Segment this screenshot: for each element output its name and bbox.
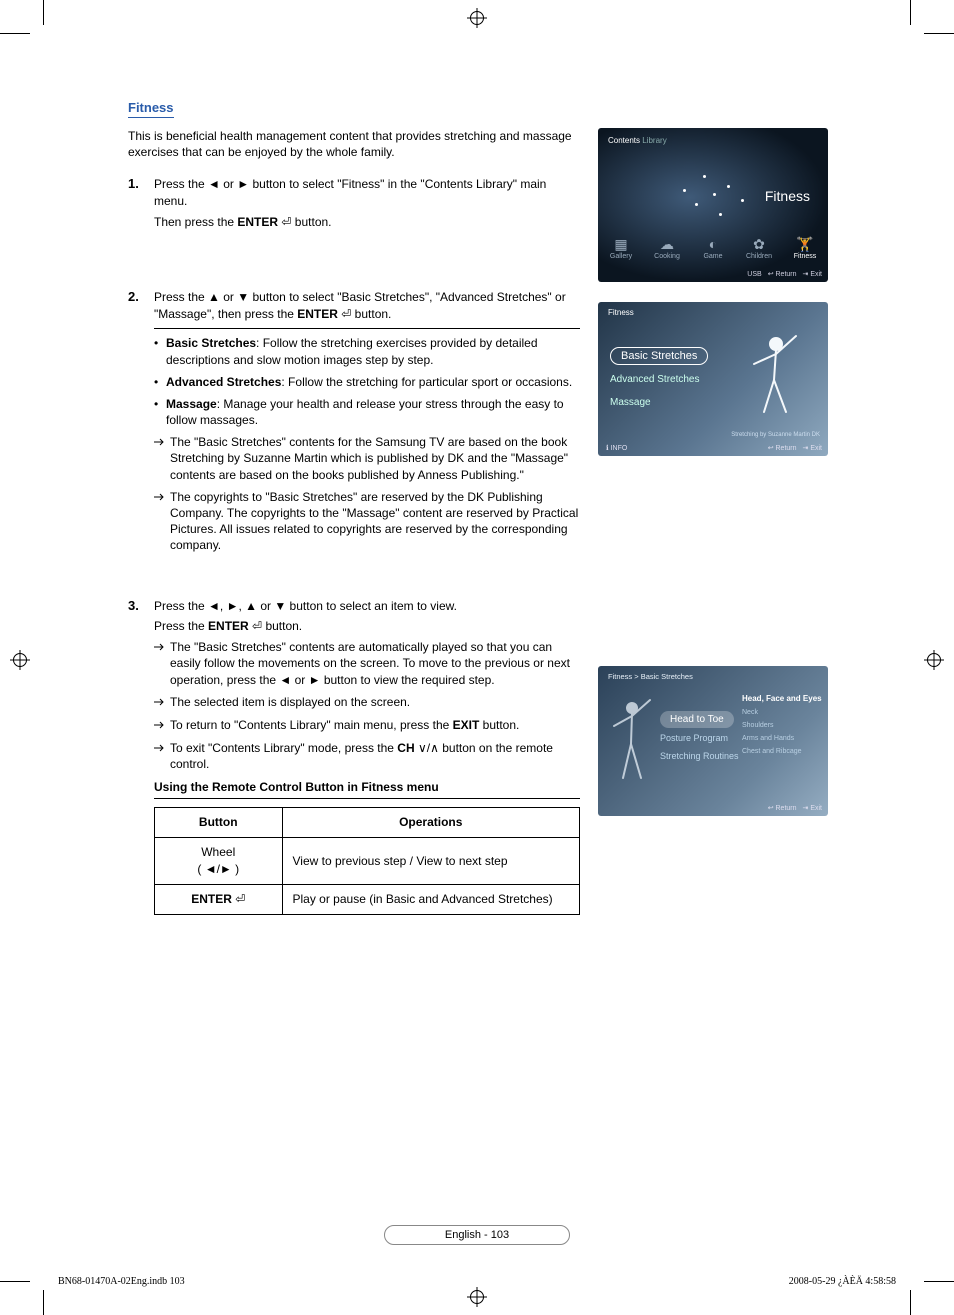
menu-item: Stretching Routines <box>660 751 739 761</box>
children-icon: ✿Children <box>742 235 776 260</box>
screenshot-contents-library: Contents Library Fitness ▦Gallery ☁Cooki… <box>598 128 828 282</box>
table-cell: Play or pause (in Basic and Advanced Str… <box>282 884 580 914</box>
screenshot-basic-stretches: Fitness > Basic Stretches Head to Toe Po… <box>598 666 828 816</box>
remote-buttons-table: Button Operations Wheel( ◄/► ) View to p… <box>154 807 580 914</box>
step-number: 1. <box>128 176 154 234</box>
stretching-figure <box>744 330 804 420</box>
note-item: To exit "Contents Library" mode, press t… <box>154 740 580 772</box>
enter-icon: ⏎ <box>281 215 291 229</box>
screen-title: Fitness <box>608 308 634 317</box>
step-3-line-2: Press the ENTER ⏎ button. <box>154 618 580 635</box>
credit-text: Stretching by Suzanne Martin DK <box>731 432 820 438</box>
menu-item-selected: Head to Toe <box>660 714 739 725</box>
note-icon <box>154 642 166 652</box>
list-item: Neck <box>742 709 822 716</box>
step-1-line-1: Press the ◄ or ► button to select "Fitne… <box>154 176 580 210</box>
crop-mark <box>0 1281 30 1282</box>
table-cell: View to previous step / View to next ste… <box>282 838 580 885</box>
cooking-icon: ☁Cooking <box>650 235 684 260</box>
step-1: 1. Press the ◄ or ► button to select "Fi… <box>128 176 580 234</box>
enter-icon: ⏎ <box>252 619 262 633</box>
note-icon <box>154 492 166 502</box>
main-text-column: This is beneficial health management con… <box>128 128 580 929</box>
note-item: The "Basic Stretches" contents for the S… <box>154 434 580 483</box>
screen-footer: ↩ Return⇥ Exit <box>762 804 822 812</box>
registration-mark <box>10 650 30 670</box>
print-filename: BN68-01470A-02Eng.indb 103 <box>58 1276 185 1287</box>
step-3: 3. Press the ◄, ►, ▲ or ▼ button to sele… <box>128 598 580 915</box>
crop-mark <box>910 1290 911 1315</box>
table-heading: Using the Remote Control Button in Fitne… <box>154 779 580 800</box>
breadcrumb: Fitness > Basic Stretches <box>608 672 693 681</box>
note-icon <box>154 697 166 707</box>
note-icon <box>154 743 166 753</box>
note-icon <box>154 437 166 447</box>
menu-item: Advanced Stretches <box>610 374 708 385</box>
crop-mark <box>910 0 911 25</box>
registration-mark <box>467 1287 487 1307</box>
category-icons-row: ▦Gallery ☁Cooking ◐Game ✿Children 🏋Fitne… <box>598 235 828 260</box>
print-metadata: BN68-01470A-02Eng.indb 103 2008-05-29 ¿À… <box>58 1276 896 1287</box>
program-menu: Head to Toe Posture Program Stretching R… <box>660 714 739 769</box>
screen-title: Contents Library <box>608 136 667 145</box>
list-item: Chest and Ribcage <box>742 748 822 755</box>
screen-footer: ℹ INFO ↩ Return⇥ Exit <box>606 444 822 452</box>
step-2-line-1: Press the ▲ or ▼ button to select "Basic… <box>154 289 580 323</box>
menu-item: Massage <box>610 397 708 408</box>
list-item: • Massage: Manage your health and releas… <box>154 396 580 428</box>
crop-mark <box>924 1281 954 1282</box>
crop-mark <box>43 1290 44 1315</box>
step-2: 2. Press the ▲ or ▼ button to select "Ba… <box>128 289 580 560</box>
page-content: Fitness This is beneficial health manage… <box>128 100 828 929</box>
game-icon: ◐Game <box>696 235 730 260</box>
fitness-icon: 🏋Fitness <box>788 235 822 260</box>
crop-mark <box>43 0 44 25</box>
table-cell: ENTER ⏎ <box>155 884 283 914</box>
section-title: Fitness <box>128 100 174 118</box>
list-item: Shoulders <box>742 722 822 729</box>
screenshots-column: Contents Library Fitness ▦Gallery ☁Cooki… <box>598 128 828 929</box>
note-item: The selected item is displayed on the sc… <box>154 694 580 711</box>
crop-mark <box>0 33 30 34</box>
stretching-figure <box>606 696 656 786</box>
table-row: ENTER ⏎ Play or pause (in Basic and Adva… <box>155 884 580 914</box>
enter-icon: ⏎ <box>341 307 351 321</box>
registration-mark <box>467 8 487 28</box>
stretch-types-list: • Basic Stretches: Follow the stretching… <box>154 328 580 428</box>
step-1-line-2: Then press the ENTER ⏎ button. <box>154 214 580 231</box>
step-3-line-1: Press the ◄, ►, ▲ or ▼ button to select … <box>154 598 580 615</box>
note-item: To return to "Contents Library" main men… <box>154 717 580 734</box>
list-item: Arms and Hands <box>742 735 822 742</box>
selected-category-label: Fitness <box>765 188 810 204</box>
list-item: • Basic Stretches: Follow the stretching… <box>154 335 580 367</box>
table-header: Operations <box>282 808 580 838</box>
menu-item-selected: Basic Stretches <box>610 350 708 362</box>
print-timestamp: 2008-05-29 ¿ÀÈÄ 4:58:58 <box>789 1276 896 1287</box>
step-number: 3. <box>128 598 154 915</box>
table-header: Button <box>155 808 283 838</box>
table-row: Wheel( ◄/► ) View to previous step / Vie… <box>155 838 580 885</box>
decorative-stars <box>713 193 716 196</box>
fitness-submenu: Basic Stretches Advanced Stretches Massa… <box>610 350 708 420</box>
menu-item: Posture Program <box>660 733 739 743</box>
list-item: • Advanced Stretches: Follow the stretch… <box>154 374 580 390</box>
gallery-icon: ▦Gallery <box>604 235 638 260</box>
page-number: English - 103 <box>0 1225 954 1245</box>
step-number: 2. <box>128 289 154 560</box>
note-item: The "Basic Stretches" contents are autom… <box>154 639 580 688</box>
note-item: The copyrights to "Basic Stretches" are … <box>154 489 580 554</box>
registration-mark <box>924 650 944 670</box>
body-parts-list: Head, Face and Eyes Neck Shoulders Arms … <box>742 694 822 761</box>
table-cell: Wheel( ◄/► ) <box>155 838 283 885</box>
intro-text: This is beneficial health management con… <box>128 128 580 160</box>
screenshot-fitness-menu: Fitness Basic Stretches Advanced Stretch… <box>598 302 828 456</box>
note-icon <box>154 720 166 730</box>
crop-mark <box>924 33 954 34</box>
screen-footer: USB↩ Return⇥ Exit <box>741 270 822 278</box>
list-header: Head, Face and Eyes <box>742 694 822 703</box>
